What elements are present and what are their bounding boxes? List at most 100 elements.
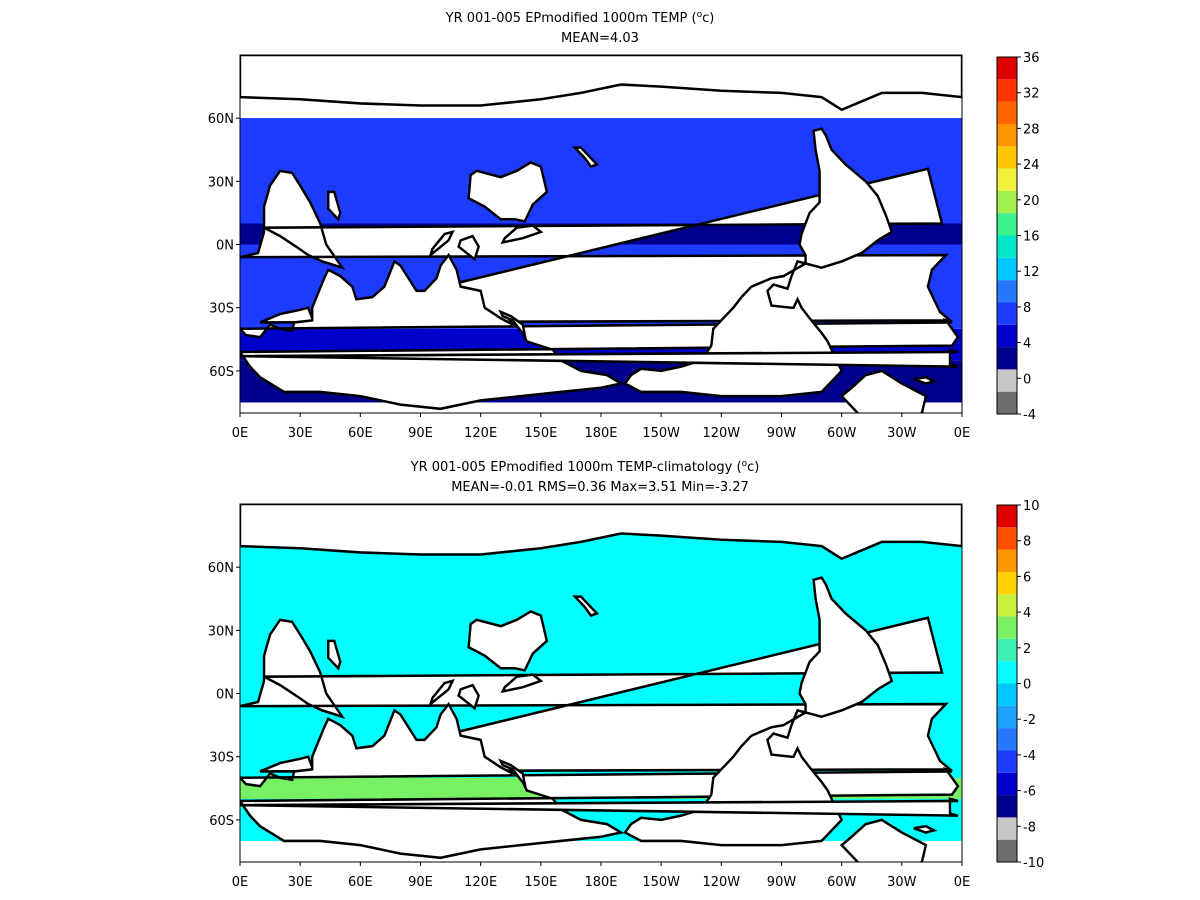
- colorbar-label: -4: [1023, 749, 1036, 764]
- panel-bottom: YR 001-005 EPmodified 1000m TEMP-climato…: [208, 459, 1045, 890]
- colorbar-swatch: [997, 302, 1017, 325]
- colorbar-swatch: [997, 347, 1017, 370]
- bottom-map: [239, 503, 963, 863]
- colorbar-swatch: [997, 280, 1017, 303]
- colorbar-swatch: [997, 213, 1017, 236]
- x-tick-label: 90W: [767, 875, 797, 890]
- colorbar-label: 36: [1023, 51, 1040, 66]
- x-tick-label: 30W: [887, 426, 917, 441]
- x-tick-label: 0E: [232, 875, 249, 890]
- x-tick-label: 120E: [464, 875, 497, 890]
- colorbar-swatch: [997, 616, 1017, 639]
- x-tick-label: 180E: [584, 426, 617, 441]
- colorbar-swatch: [997, 638, 1017, 662]
- x-tick-label: 90E: [408, 875, 433, 890]
- x-tick-label: 150E: [524, 426, 557, 441]
- colorbar-label: 4: [1023, 337, 1031, 352]
- bottom-colorbar: -10 -8 -6 -4 -2 0 2 4 6 8 10: [996, 499, 1044, 871]
- x-tick-label: 0E: [232, 426, 249, 441]
- y-tick-label: 30N: [208, 624, 234, 639]
- colorbar-swatch: [997, 101, 1017, 124]
- bottom-subtitle: MEAN=-0.01 RMS=0.36 Max=3.51 Min=-3.27: [451, 480, 749, 495]
- colorbar-swatch: [997, 705, 1017, 729]
- colorbar-swatch: [997, 839, 1017, 862]
- top-colorbar: -4 0 4 8 12 16 20 24 28 32 36: [996, 51, 1040, 423]
- x-tick-label: 60W: [827, 426, 857, 441]
- colorbar-swatch: [997, 750, 1017, 773]
- y-tick-label: 60S: [209, 814, 234, 829]
- x-tick-label: 90E: [408, 426, 433, 441]
- colorbar-swatch: [997, 168, 1017, 191]
- top-y-axis: 60N 30N 0N 30S 60S: [208, 112, 240, 380]
- colorbar-swatch: [997, 527, 1017, 550]
- colorbar-label: 28: [1023, 122, 1040, 137]
- colorbar-label: 32: [1023, 87, 1040, 102]
- x-tick-label: 150W: [642, 426, 680, 441]
- colorbar-swatch: [997, 661, 1017, 684]
- x-tick-label: 90W: [767, 426, 797, 441]
- colorbar-swatch: [997, 369, 1017, 392]
- y-tick-label: 60N: [208, 561, 234, 576]
- colorbar-label: -10: [1023, 856, 1044, 871]
- colorbar-swatch: [997, 728, 1017, 751]
- colorbar-label: -8: [1023, 820, 1036, 835]
- x-tick-label: 60W: [827, 875, 857, 890]
- colorbar-swatch: [997, 549, 1017, 572]
- colorbar-swatch: [997, 683, 1017, 706]
- x-tick-label: 120E: [464, 426, 497, 441]
- top-x-axis: 0E 30E 60E 90E 120E 150E 180E 150W 120W 90W 60W 30W…: [232, 413, 971, 441]
- y-tick-label: 0N: [216, 688, 234, 703]
- y-tick-label: 30S: [209, 751, 234, 766]
- colorbar-swatch: [997, 795, 1017, 818]
- colorbar-swatch: [997, 146, 1017, 169]
- colorbar-swatch: [997, 594, 1017, 617]
- colorbar-label: 0: [1023, 372, 1031, 387]
- colorbar-swatch: [997, 772, 1017, 796]
- colorbar-swatch: [997, 235, 1017, 258]
- colorbar-label: 0: [1023, 678, 1031, 693]
- colorbar-swatch: [997, 817, 1017, 840]
- x-tick-label: 60E: [348, 426, 373, 441]
- colorbar-swatch: [997, 57, 1017, 80]
- y-tick-label: 30N: [208, 175, 234, 190]
- colorbar-swatch: [997, 257, 1017, 281]
- bottom-title: YR 001-005 EPmodified 1000m TEMP-climato…: [410, 459, 760, 475]
- x-tick-label: 150E: [524, 875, 557, 890]
- colorbar-swatch: [997, 324, 1017, 348]
- colorbar-label: 8: [1023, 301, 1031, 316]
- y-tick-label: 0N: [216, 239, 234, 254]
- y-tick-label: 60S: [209, 365, 234, 380]
- x-tick-label: 0E: [954, 875, 971, 890]
- colorbar-label: 12: [1023, 265, 1040, 280]
- colorbar-label: -4: [1023, 408, 1036, 423]
- colorbar-label: 16: [1023, 230, 1040, 245]
- colorbar-label: 8: [1023, 535, 1031, 550]
- colorbar-label: -6: [1023, 785, 1036, 800]
- colorbar-label: 4: [1023, 606, 1031, 621]
- colorbar-swatch: [997, 190, 1017, 214]
- y-tick-label: 60N: [208, 112, 234, 127]
- colorbar-label: -2: [1023, 713, 1036, 728]
- colorbar-label: 24: [1023, 158, 1040, 173]
- top-subtitle: MEAN=4.03: [561, 31, 639, 46]
- bottom-x-axis: 0E 30E 60E 90E 120E 150E 180E 150W 120W 90W 60W 30W…: [232, 862, 971, 890]
- x-tick-label: 30E: [288, 426, 313, 441]
- x-tick-label: 150W: [642, 875, 680, 890]
- y-tick-label: 30S: [209, 302, 234, 317]
- colorbar-label: 6: [1023, 570, 1031, 585]
- colorbar-swatch: [997, 391, 1017, 414]
- x-tick-label: 120W: [702, 426, 740, 441]
- x-tick-label: 30E: [288, 875, 313, 890]
- x-tick-label: 30W: [887, 875, 917, 890]
- x-tick-label: 180E: [584, 875, 617, 890]
- top-title: YR 001-005 EPmodified 1000m TEMP (oc): [445, 10, 715, 26]
- x-tick-label: 120W: [702, 875, 740, 890]
- top-map: [239, 54, 963, 414]
- x-tick-label: 0E: [954, 426, 971, 441]
- colorbar-label: 10: [1023, 499, 1040, 514]
- colorbar-swatch: [997, 79, 1017, 102]
- colorbar-swatch: [997, 123, 1017, 147]
- colorbar-swatch: [997, 505, 1017, 528]
- bottom-y-axis: 60N 30N 0N 30S 60S: [208, 561, 240, 829]
